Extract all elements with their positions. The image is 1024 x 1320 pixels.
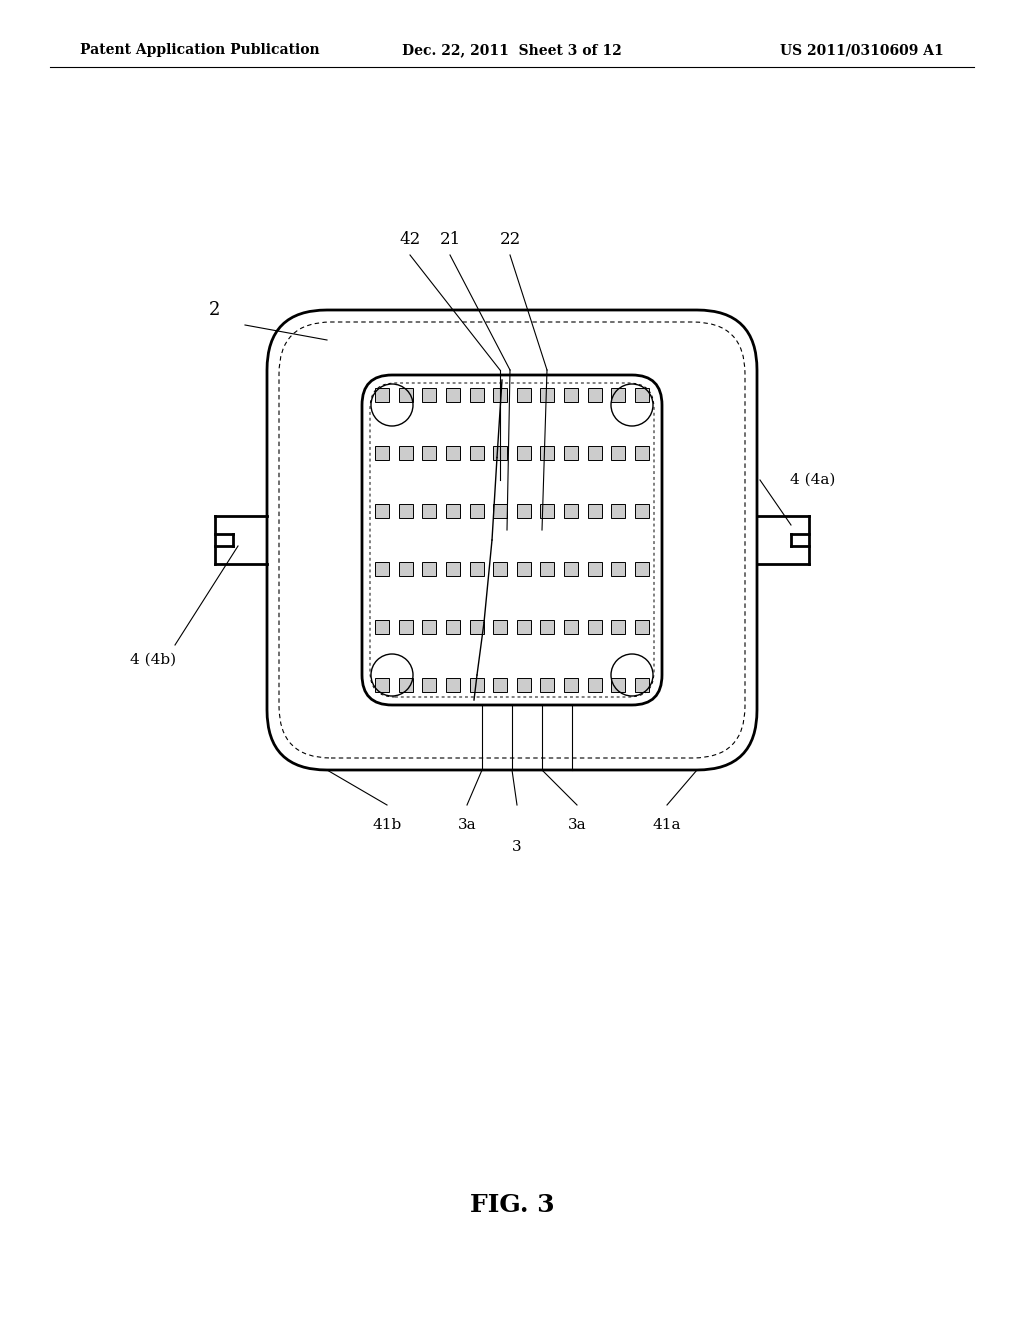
Bar [422,504,436,517]
Bar [375,562,389,576]
Bar [470,504,483,517]
Bar [422,620,436,634]
Text: 21: 21 [439,231,461,248]
Text: 3a: 3a [567,818,587,832]
Text: 4 (4a): 4 (4a) [790,473,836,487]
Bar [398,504,413,517]
Text: 3: 3 [512,840,522,854]
Bar [541,620,554,634]
Bar [375,388,389,403]
Bar [445,620,460,634]
Bar [564,446,579,459]
Bar [564,562,579,576]
Bar [494,504,507,517]
Text: 41b: 41b [373,818,401,832]
Bar [564,388,579,403]
Bar [588,388,602,403]
Bar [541,678,554,692]
Bar [541,446,554,459]
Bar [494,562,507,576]
Bar [635,504,649,517]
Bar [635,562,649,576]
Text: US 2011/0310609 A1: US 2011/0310609 A1 [780,44,944,57]
Bar [494,388,507,403]
Bar [588,446,602,459]
Bar [422,446,436,459]
Text: 42: 42 [399,231,421,248]
Bar [398,562,413,576]
Text: 4 (4b): 4 (4b) [130,653,176,667]
Bar [635,620,649,634]
Text: 2: 2 [209,301,221,319]
Bar [470,446,483,459]
Bar [445,388,460,403]
Bar [494,678,507,692]
Bar [422,562,436,576]
Bar [611,388,626,403]
Bar [588,562,602,576]
Bar [588,620,602,634]
Bar [517,388,530,403]
Text: 22: 22 [500,231,520,248]
Bar [611,504,626,517]
Bar [422,678,436,692]
Bar [375,620,389,634]
Bar [375,446,389,459]
Bar [611,620,626,634]
Bar [398,446,413,459]
Bar [611,446,626,459]
Bar [494,446,507,459]
Bar [517,446,530,459]
Bar [611,562,626,576]
Bar [422,388,436,403]
Bar [445,678,460,692]
Bar [517,562,530,576]
Bar [445,504,460,517]
Bar [445,446,460,459]
FancyBboxPatch shape [362,375,662,705]
Bar [398,678,413,692]
Bar [470,562,483,576]
Bar [517,620,530,634]
Bar [470,620,483,634]
Bar [635,388,649,403]
Bar [541,504,554,517]
Bar [494,620,507,634]
Bar [564,678,579,692]
Bar [564,504,579,517]
Bar [635,678,649,692]
Bar [445,562,460,576]
Text: 3a: 3a [458,818,476,832]
Bar [398,388,413,403]
Bar [541,388,554,403]
Bar [470,678,483,692]
Text: Dec. 22, 2011  Sheet 3 of 12: Dec. 22, 2011 Sheet 3 of 12 [402,44,622,57]
Bar [375,678,389,692]
Text: FIG. 3: FIG. 3 [470,1193,554,1217]
Bar [470,388,483,403]
Bar [635,446,649,459]
Bar [517,678,530,692]
FancyBboxPatch shape [267,310,757,770]
Bar [398,620,413,634]
Bar [375,504,389,517]
Text: 41a: 41a [652,818,681,832]
Bar [541,562,554,576]
Bar [611,678,626,692]
Bar [588,504,602,517]
Bar [517,504,530,517]
Text: Patent Application Publication: Patent Application Publication [80,44,319,57]
Bar [564,620,579,634]
Bar [588,678,602,692]
